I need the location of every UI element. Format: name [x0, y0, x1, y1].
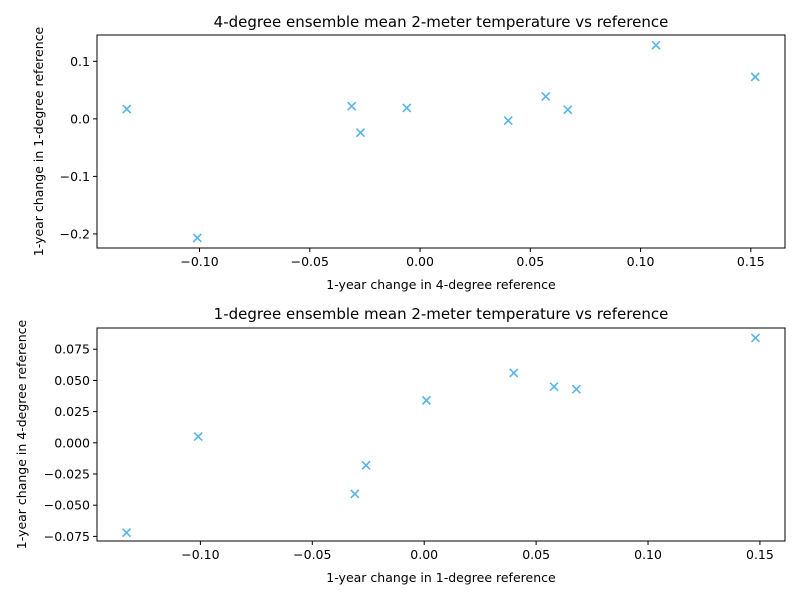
x-tick-label: 0.05: [516, 254, 544, 269]
x-tick-label: −0.05: [291, 254, 329, 269]
data-point: [122, 104, 132, 114]
x-tick-label: 0.10: [627, 254, 655, 269]
y-tick-label: 0.1: [70, 54, 90, 69]
data-point-stroke: [402, 103, 412, 113]
data-point-stroke: [549, 382, 559, 392]
data-point: [421, 395, 432, 405]
y-tick-label: 0.075: [54, 342, 90, 357]
data-point: [651, 40, 661, 50]
axes-frame: [96, 327, 786, 542]
chart-title: 4-degree ensemble mean 2-meter temperatu…: [214, 13, 669, 31]
data-point: [347, 101, 357, 111]
data-point: [193, 431, 203, 442]
x-tick-label: −0.10: [181, 547, 219, 562]
data-point: [121, 528, 132, 538]
data-point-stroke: [347, 101, 357, 111]
data-point-stroke: [750, 333, 761, 343]
data-point: [549, 382, 559, 392]
data-point: [503, 116, 513, 126]
x-axis-label: 1-year change in 4-degree reference: [326, 277, 556, 292]
x-tick-label: −0.05: [293, 547, 331, 562]
x-tick-label: 0.05: [522, 547, 550, 562]
x-tick-label: 0.00: [410, 547, 438, 562]
data-point: [402, 103, 412, 113]
data-point: [509, 368, 519, 378]
y-tick-label: −0.025: [44, 466, 90, 481]
x-tick-label: 0.15: [737, 254, 765, 269]
data-point: [571, 384, 581, 394]
data-point-stroke: [193, 431, 203, 442]
data-point: [192, 233, 202, 243]
data-point: [563, 105, 573, 115]
data-point: [361, 460, 371, 470]
data-point-stroke: [571, 384, 581, 394]
data-point-stroke: [541, 91, 551, 101]
y-tick-label: 0.025: [54, 404, 90, 419]
subplot-top: 4-degree ensemble mean 2-meter temperatu…: [31, 13, 786, 292]
subplot-bottom: 1-degree ensemble mean 2-meter temperatu…: [14, 305, 786, 585]
data-point-stroke: [503, 116, 513, 126]
x-tick-label: 0.10: [634, 547, 662, 562]
data-point: [541, 91, 551, 101]
chart-title: 1-degree ensemble mean 2-meter temperatu…: [214, 305, 669, 323]
data-point: [750, 72, 760, 82]
data-point-stroke: [651, 40, 661, 50]
data-point-stroke: [122, 104, 132, 114]
data-point: [750, 333, 761, 343]
data-point-stroke: [350, 489, 360, 499]
y-tick-label: 0.000: [54, 435, 90, 450]
axes-frame: [96, 34, 786, 249]
y-axis-label: 1-year change in 1-degree reference: [31, 27, 46, 257]
data-point-stroke: [509, 368, 519, 378]
data-point-stroke: [421, 395, 432, 405]
y-tick-label: −0.2: [60, 226, 90, 241]
x-axis-label: 1-year change in 1-degree reference: [326, 570, 556, 585]
x-tick-label: 0.00: [406, 254, 434, 269]
data-point-stroke: [355, 128, 366, 138]
data-point-stroke: [750, 72, 760, 82]
data-point-stroke: [361, 460, 371, 470]
data-point-stroke: [192, 233, 202, 243]
y-tick-label: 0.050: [54, 373, 90, 388]
x-tick-label: −0.10: [180, 254, 218, 269]
data-point-stroke: [121, 528, 132, 538]
y-tick-label: −0.050: [44, 498, 90, 513]
y-tick-label: 0.0: [70, 111, 90, 126]
y-tick-label: −0.075: [44, 529, 90, 544]
y-axis-label: 1-year change in 4-degree reference: [14, 320, 29, 550]
data-point: [355, 128, 366, 138]
data-point-stroke: [563, 105, 573, 115]
data-point: [350, 489, 360, 499]
y-tick-label: −0.1: [60, 169, 90, 184]
x-tick-label: 0.15: [746, 547, 774, 562]
